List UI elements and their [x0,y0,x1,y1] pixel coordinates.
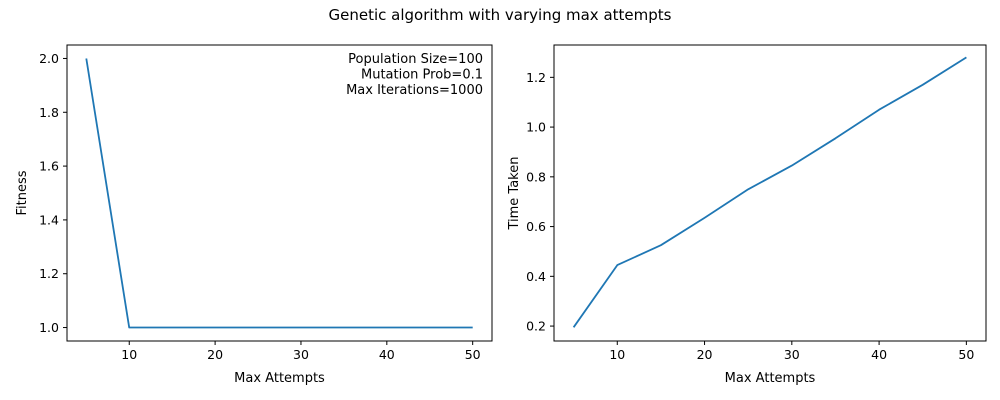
x-tick-label: 40 [379,347,395,362]
y-tick-label: 1.8 [39,105,59,120]
subplot-2: 10 20 30 40 50 0.2 0.4 0.6 0.8 1.0 1.2 Max Attempts… [507,44,987,386]
x-tick-label: 20 [697,347,713,362]
x-tick-label: 20 [207,347,223,362]
y-tick-label: 0.8 [526,169,546,184]
y-tick-label: 0.4 [526,269,546,284]
y-axis-label-1: Fitness [15,170,30,215]
y-tick-label: 1.6 [39,159,59,174]
annotation-line-1: Population Size=100 [348,52,483,67]
x-axis-label-2: Max Attempts [725,371,816,386]
x-axis-label-1: Max Attempts [234,371,325,386]
x-tick-label: 30 [784,347,800,362]
series-line-1-1 [85,58,473,329]
figure-suptitle: Genetic algorithm with varying max attem… [329,6,672,24]
y-tick-label: 1.4 [39,212,59,227]
x-tick-label: 10 [121,347,137,362]
y-tick-label: 0.2 [526,319,546,334]
y-tick-label: 1.2 [526,70,546,85]
plots-group: 10 20 30 40 50 1.0 1.2 1.4 1.6 1.8 2.0 Max Attempts… [15,44,987,386]
y-tick-label: 2.0 [39,51,59,66]
x-tick-label: 50 [958,347,974,362]
annotation-line-3: Max Iterations=1000 [346,83,483,98]
y-tick-label: 1.0 [526,120,546,135]
x-tick-label: 30 [293,347,309,362]
subplot-1: 10 20 30 40 50 1.0 1.2 1.4 1.6 1.8 2.0 Max Attempts… [15,44,493,386]
y-tick-label: 0.6 [526,219,546,234]
x-tick-label: 10 [609,347,625,362]
x-tick-label: 40 [871,347,887,362]
x-tick-label: 50 [465,347,481,362]
y-tick-label: 1.2 [39,266,59,281]
y-tick-label: 1.0 [39,320,59,335]
y-axis-label-2: Time Taken [507,156,522,230]
annotation-line-2: Mutation Prob=0.1 [361,68,483,83]
axes-frame-1 [66,44,493,342]
axes-frame-2 [553,44,987,342]
series-line-2-1 [572,56,967,328]
